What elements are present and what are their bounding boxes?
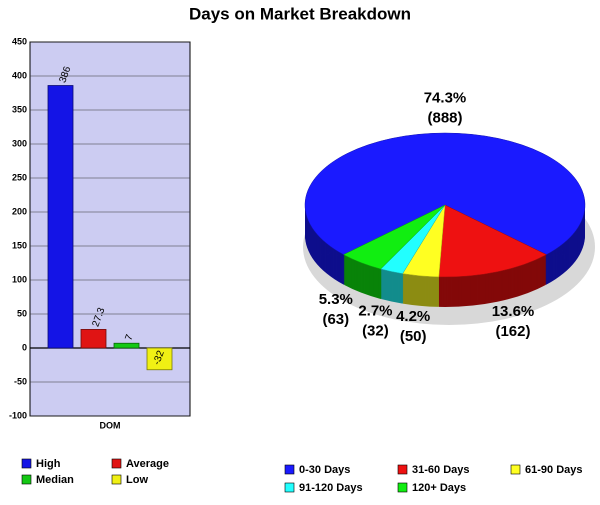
value-label: 386 — [57, 65, 73, 85]
legend-label: 61-90 Days — [525, 464, 583, 476]
legend-label: Low — [126, 474, 148, 486]
y-tick-label: 200 — [12, 206, 27, 216]
pie-percent-label: 13.6% — [492, 303, 535, 320]
legend-swatch — [284, 464, 295, 475]
legend-swatch — [21, 474, 32, 485]
pie-slice — [304, 132, 586, 255]
value-label: -32 — [152, 349, 167, 367]
legend-label: High — [36, 458, 61, 470]
y-tick-label: 100 — [12, 274, 27, 284]
y-tick-label: 0 — [22, 342, 27, 352]
y-tick-label: 50 — [17, 308, 27, 318]
y-tick-label: -100 — [9, 410, 27, 420]
legend-label: 120+ Days — [412, 482, 466, 494]
pie-percent-label: 5.3% — [319, 291, 353, 308]
pie-percent-label: 74.3% — [424, 90, 467, 107]
y-tick-label: 450 — [12, 36, 27, 46]
legend-swatch — [397, 464, 408, 475]
bar — [113, 342, 140, 349]
legend-swatch — [21, 458, 32, 469]
y-tick-label: 400 — [12, 70, 27, 80]
bar — [80, 329, 107, 349]
pie-count-label: (32) — [362, 322, 389, 339]
pie-percent-label: 4.2% — [396, 308, 430, 325]
legend-label: Median — [36, 474, 74, 486]
legend-label: 31-60 Days — [412, 464, 470, 476]
y-tick-label: 150 — [12, 240, 27, 250]
pie-count-label: (162) — [495, 323, 530, 340]
pie-count-label: (50) — [400, 328, 427, 345]
legend-label: Average — [126, 458, 169, 470]
legend-swatch — [111, 458, 122, 469]
pie-percent-label: 2.7% — [358, 302, 392, 319]
bar — [47, 85, 74, 349]
bar — [146, 347, 173, 371]
y-tick-label: 250 — [12, 172, 27, 182]
y-tick-label: 350 — [12, 104, 27, 114]
chart-title: Days on Market Breakdown — [189, 4, 411, 23]
legend-label: 91-120 Days — [299, 482, 363, 494]
pie-count-label: (63) — [322, 311, 349, 328]
value-label: 7 — [123, 333, 135, 342]
pie-slice — [343, 204, 446, 270]
legend-label: 0-30 Days — [299, 464, 350, 476]
pie-count-label: (888) — [427, 110, 462, 127]
legend-swatch — [284, 482, 295, 493]
legend-swatch — [510, 464, 521, 475]
x-tick-label: DOM — [100, 420, 121, 430]
legend-swatch — [397, 482, 408, 493]
legend-swatch — [111, 474, 122, 485]
y-tick-label: 300 — [12, 138, 27, 148]
pie-slice — [438, 204, 547, 278]
y-tick-label: -50 — [14, 376, 27, 386]
